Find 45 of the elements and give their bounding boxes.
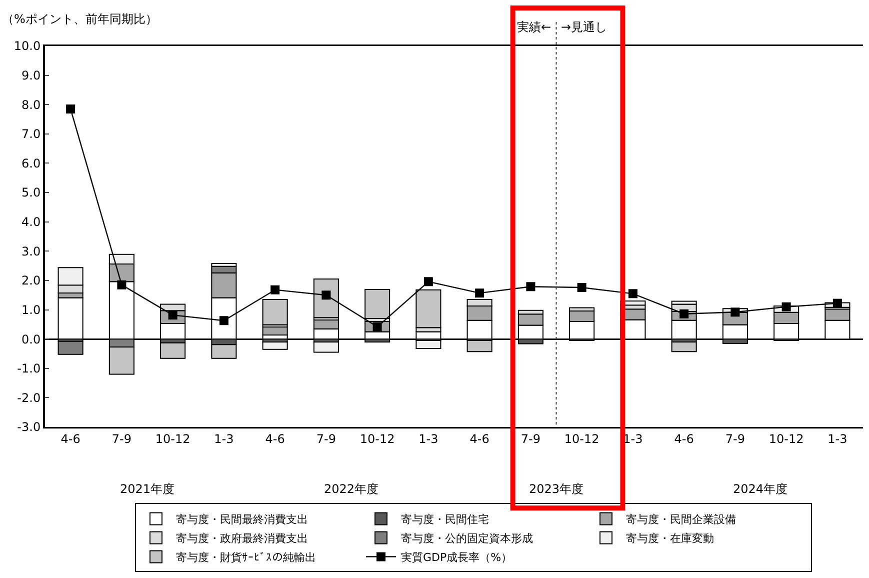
y-tick-label: 5.0: [22, 186, 41, 200]
x-tick-label: 4-6: [470, 432, 490, 446]
x-tick-label: 1-3: [828, 432, 848, 446]
y-tick-label: 4.0: [22, 215, 41, 230]
legend-label: 寄与度・民間最終消費支出: [176, 512, 308, 526]
y-tick-label: 3.0: [22, 244, 41, 258]
legend-label: 寄与度・財貨ｻｰﾋﾞｽの純輸出: [176, 550, 316, 564]
x-tick-label: 10-12: [360, 432, 395, 446]
x-tick-label: 7-9: [725, 432, 745, 446]
x-tick-label: 10-12: [564, 432, 600, 446]
x-tick-label: 1-3: [214, 432, 234, 446]
text: 実績←: [517, 20, 552, 34]
legend-label: 寄与度・民間企業設備: [626, 512, 736, 526]
text: →見通し: [561, 20, 608, 34]
y-tick-label: 2.0: [22, 274, 41, 288]
y-tick-label: -2.0: [17, 390, 41, 405]
text: 2022年度: [324, 482, 379, 496]
text: 2021年度: [120, 482, 175, 496]
y-tick-label: 8.0: [22, 98, 41, 112]
x-tick-label: 7-9: [112, 432, 132, 446]
x-tick-label: 10-12: [768, 432, 804, 446]
y-tick-label: 10.0: [14, 39, 41, 54]
legend-label: 寄与度・公的固定資本形成: [400, 532, 533, 545]
y-tick-label: -3.0: [17, 420, 41, 434]
x-tick-label: 10-12: [155, 432, 190, 446]
x-tick-label: 4-6: [60, 432, 80, 446]
x-tick-label: 1-3: [418, 432, 438, 446]
y-tick-label: -1.0: [17, 362, 41, 376]
text: 2023年度: [529, 482, 584, 496]
x-tick-label: 4-6: [674, 432, 694, 446]
y-tick-label: 1.0: [22, 302, 41, 317]
legend-label: 寄与度・民間住宅: [400, 512, 489, 526]
y-tick-label: 6.0: [22, 156, 41, 170]
x-tick-label: 1-3: [623, 432, 643, 446]
y-tick-label: 0.0: [22, 332, 41, 346]
legend-label: 寄与度・在庫変動: [626, 532, 714, 545]
x-tick-label: 7-9: [316, 432, 336, 446]
y-axis-title: （%ポイント、前年同期比）: [2, 12, 158, 26]
y-tick-label: 7.0: [22, 127, 41, 142]
y-tick-label: 9.0: [22, 68, 41, 83]
x-tick-label: 7-9: [520, 432, 540, 446]
legend-label: 実質GDP成長率（%）: [400, 550, 512, 564]
legend-label: 寄与度・政府最終消費支出: [176, 532, 308, 545]
x-tick-label: 4-6: [265, 432, 285, 446]
text: 2024年度: [733, 482, 788, 496]
